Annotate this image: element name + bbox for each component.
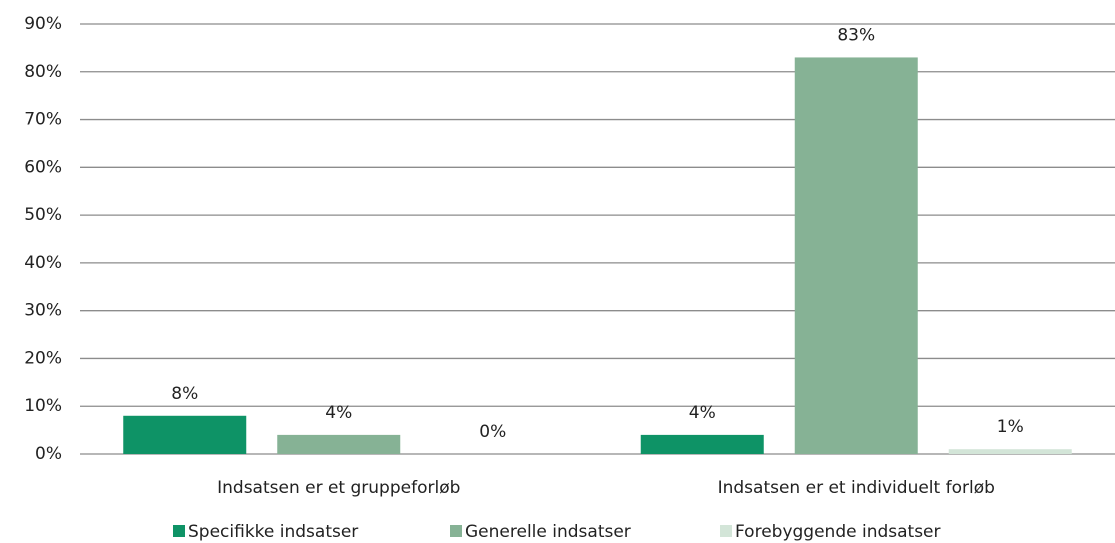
y-tick-label: 60%	[24, 157, 62, 177]
y-tick-label: 70%	[24, 110, 62, 130]
data-label: 0%	[479, 422, 506, 442]
data-label: 8%	[171, 384, 198, 404]
y-tick-label: 90%	[24, 14, 62, 34]
bar	[794, 57, 918, 454]
y-tick-label: 30%	[24, 301, 62, 321]
data-label: 83%	[837, 25, 875, 45]
data-label: 4%	[325, 403, 352, 423]
legend-swatch	[450, 525, 462, 537]
y-tick-label: 80%	[24, 62, 62, 82]
data-label: 4%	[689, 403, 716, 423]
legend-label: Forebyggende indsatser	[735, 522, 941, 542]
bar	[123, 415, 247, 454]
legend-swatch	[720, 525, 732, 537]
data-label: 1%	[997, 417, 1024, 437]
y-tick-label: 10%	[24, 396, 62, 416]
y-tick-label: 40%	[24, 253, 62, 273]
legend-label: Specifikke indsatser	[188, 522, 358, 542]
legend-label: Generelle indsatser	[465, 522, 631, 542]
x-tick-label: Indsatsen er et gruppeforløb	[217, 478, 460, 498]
y-tick-label: 0%	[35, 444, 62, 464]
y-tick-label: 20%	[24, 348, 62, 368]
bar	[277, 434, 401, 454]
y-tick-label: 50%	[24, 205, 62, 225]
x-tick-label: Indsatsen er et individuelt forløb	[718, 478, 995, 498]
bar	[948, 449, 1072, 454]
legend-swatch	[173, 525, 185, 537]
bar	[640, 434, 764, 454]
